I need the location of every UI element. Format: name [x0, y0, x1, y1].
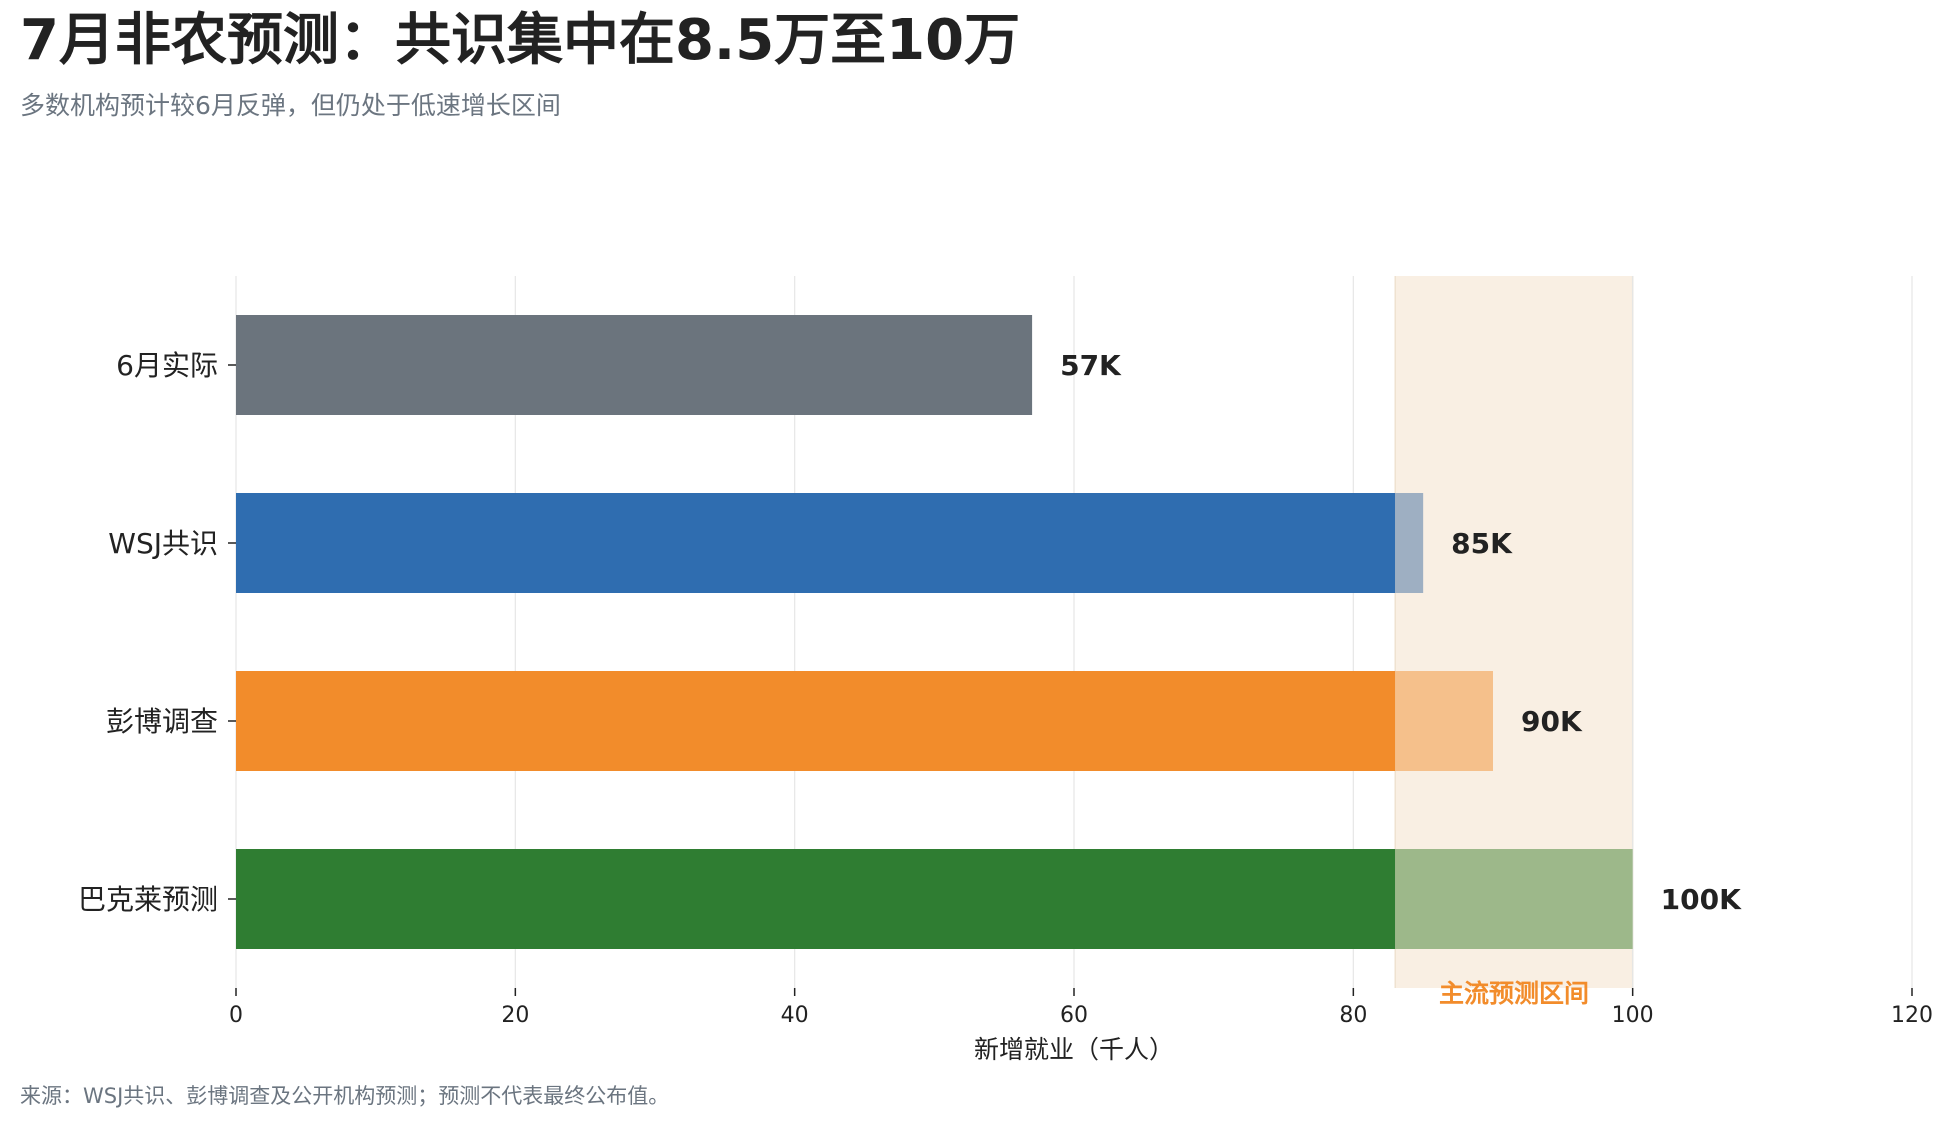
- x-tick-label: 100: [1612, 1003, 1654, 1028]
- chart-title: 7月非农预测：共识集中在8.5万至10万: [20, 8, 1021, 73]
- value-label-2: 85K: [1451, 527, 1513, 560]
- x-tick-label: 40: [781, 1003, 809, 1028]
- x-tick-label: 60: [1060, 1003, 1088, 1028]
- x-tick-label: 80: [1339, 1003, 1367, 1028]
- bar-3: [236, 671, 1396, 771]
- x-axis-title: 新增就业（千人）: [974, 1035, 1174, 1064]
- category-label-1: 6月实际: [116, 349, 218, 382]
- bar-1: [236, 315, 1033, 415]
- band-label: 主流预测区间: [1439, 979, 1589, 1008]
- x-tick-label: 120: [1891, 1003, 1933, 1028]
- value-label-1: 57K: [1060, 349, 1122, 382]
- source-note: 来源：WSJ共识、彭博调查及公开机构预测；预测不代表最终公布值。: [20, 1084, 670, 1108]
- bar-3-in-band: [1395, 671, 1493, 771]
- bar-2: [236, 493, 1396, 593]
- bar-2-in-band: [1395, 493, 1424, 593]
- bar-4-in-band: [1395, 849, 1633, 949]
- category-label-4: 巴克莱预测: [78, 883, 218, 916]
- bar-4: [236, 849, 1396, 949]
- value-label-3: 90K: [1521, 705, 1583, 738]
- chart-subtitle: 多数机构预计较6月反弹，但仍处于低速增长区间: [20, 91, 561, 120]
- x-tick-label: 20: [501, 1003, 529, 1028]
- category-label-2: WSJ共识: [108, 527, 218, 560]
- category-label-3: 彭博调查: [106, 705, 218, 738]
- x-tick-label: 0: [229, 1003, 243, 1028]
- value-label-4: 100K: [1661, 883, 1742, 916]
